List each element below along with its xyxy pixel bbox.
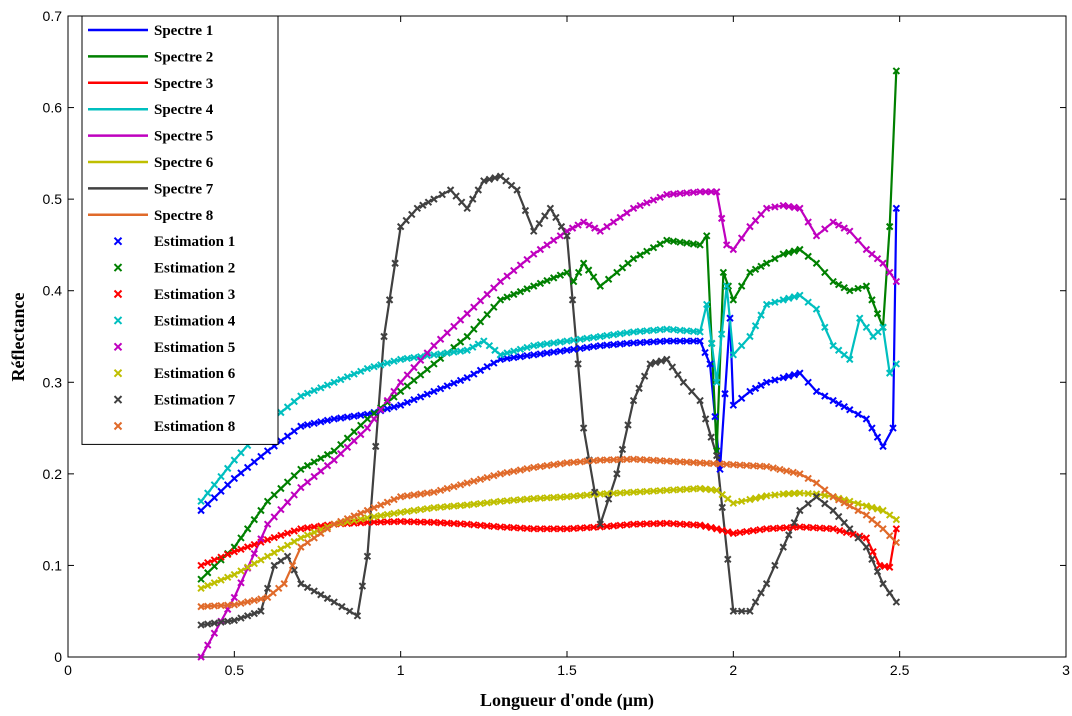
y-tick-label: 0.4 <box>43 283 63 299</box>
legend-label: Estimation 1 <box>154 234 235 250</box>
legend-label: Estimation 6 <box>154 366 236 382</box>
y-tick-label: 0.1 <box>43 557 63 573</box>
x-tick-label: 3 <box>1062 662 1070 678</box>
legend-label: Estimation 8 <box>154 419 235 435</box>
legend-label: Estimation 7 <box>154 393 236 409</box>
legend-label: Spectre 8 <box>154 208 213 224</box>
x-axis-label: Longueur d'onde (µm) <box>480 690 654 711</box>
x-tick-label: 1 <box>397 662 405 678</box>
legend: Spectre 1 Spectre 2 Spectre 3 Spectre 4 Spec… <box>82 16 278 444</box>
x-tick-label: 0.5 <box>225 662 245 678</box>
x-tick-label: 1.5 <box>557 662 577 678</box>
y-tick-label: 0 <box>54 649 62 665</box>
y-tick-label: 0.6 <box>43 100 63 116</box>
legend-label: Spectre 2 <box>154 49 213 65</box>
x-tick-label: 2.5 <box>890 662 910 678</box>
y-tick-label: 0.2 <box>43 466 63 482</box>
legend-label: Estimation 3 <box>154 287 235 303</box>
legend-label: Estimation 5 <box>154 340 235 356</box>
x-tick-label: 2 <box>729 662 737 678</box>
legend-label: Spectre 6 <box>154 155 214 171</box>
y-tick-label: 0.5 <box>43 191 63 207</box>
legend-label: Spectre 7 <box>154 181 214 197</box>
x-tick-label: 0 <box>64 662 72 678</box>
legend-label: Estimation 2 <box>154 261 235 277</box>
legend-label: Spectre 3 <box>154 76 213 92</box>
y-tick-label: 0.7 <box>43 8 63 24</box>
legend-label: Spectre 5 <box>154 129 213 145</box>
y-tick-label: 0.3 <box>43 374 63 390</box>
legend-label: Spectre 1 <box>154 23 213 39</box>
legend-label: Estimation 4 <box>154 313 236 329</box>
legend-label: Spectre 4 <box>154 102 214 118</box>
y-axis-label: Réflectance <box>8 293 28 382</box>
